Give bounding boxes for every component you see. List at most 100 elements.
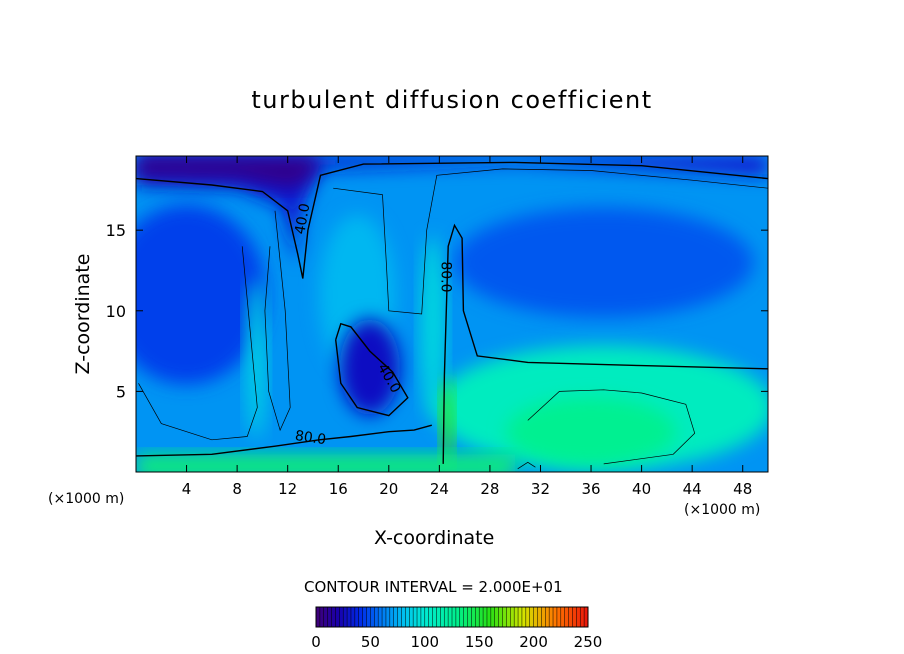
x-tick-label: 20 [379,480,398,498]
colorbar-swatch [521,607,527,627]
colorbar-swatch [389,607,395,627]
lower-right-core [506,397,677,466]
colorbar-swatch [560,607,565,627]
colorbar-swatch [553,607,558,627]
colorbar-swatch [339,607,344,627]
colorbar-frame [315,606,589,628]
colorbar-swatch [424,607,429,627]
colorbar-swatch [374,607,379,627]
colorbar-swatch [529,607,534,627]
colorbar-swatch [584,607,589,627]
colorbar-swatch [370,607,375,627]
contour-80-right [442,223,768,464]
colorbar-swatch [358,607,363,627]
colorbar-swatch [541,607,546,627]
y-tick-label: 15 [106,221,126,240]
colorbar-swatch [486,607,492,627]
contour-40-top [136,161,768,279]
colorbar-swatch [350,607,356,627]
colorbar-swatch [545,607,550,627]
colorbar-swatch [401,607,406,627]
colorbar-swatch [393,607,398,627]
colorbar-swatch [459,607,464,627]
contour-thin-1 [264,210,291,432]
colorbar-swatch [537,607,542,627]
colorbar-swatch [323,607,328,627]
colorbar-swatch [502,607,507,627]
colorbar-tick-label: 100 [410,633,439,651]
x-unit-right: (×1000 m) [684,502,761,518]
right-upper-region [453,207,754,318]
x-tick-label: 40 [632,480,651,498]
colorbar-swatch [420,607,426,627]
colorbar-tick-label: 0 [311,633,321,651]
plot-frame [135,155,769,473]
colorbar-swatch [444,607,449,627]
colorbar-swatch [413,607,418,627]
colorbar-tick-label: 150 [465,633,494,651]
colorbar-swatch [417,607,422,627]
colorbar-swatch [498,607,503,627]
streak-left [246,279,267,440]
colorbar-swatch [397,607,402,627]
colorbar-tick-label: 200 [519,633,548,651]
colorbar-swatch [362,607,367,627]
colorbar-swatch [572,607,577,627]
colorbar-swatch [510,607,515,627]
colorbar-swatch [568,607,573,627]
colorbar-swatch [455,607,461,627]
colorbar-swatch [436,607,441,627]
y-axis-label: Z-coordinate [72,253,94,375]
colorbar-swatch [564,607,569,627]
colorbar-swatch [327,607,332,627]
colorbar-swatch [385,607,391,627]
x-tick-label: 4 [182,480,192,498]
colorbar-swatch [452,607,457,627]
chart-title: turbulent diffusion coefficient [251,86,653,114]
colorbar-swatch [580,607,585,627]
colorbar-tick-label: 250 [574,633,603,651]
x-tick-label: 48 [733,480,752,498]
colorbar-swatch [556,607,562,627]
colorbar-swatch [343,607,348,627]
streak-center [421,236,446,417]
colorbar-swatch [467,607,472,627]
colorbar-tick-label: 50 [361,633,380,651]
x-tick-label: 16 [329,480,348,498]
x-tick-label: 28 [480,480,499,498]
colorbar-swatch [479,607,484,627]
colorbar-swatch [335,607,340,627]
y-tick-label: 10 [106,302,126,321]
colorbar-swatch [448,607,453,627]
colorbar-swatch [378,607,383,627]
x-tick-label: 12 [278,480,297,498]
colorbar-swatch [405,607,410,627]
contour-thin-4 [527,389,696,465]
contour-thin-5 [517,461,536,470]
colorbar-swatch [409,607,414,627]
x-unit-left: (×1000 m) [48,491,125,507]
contour-40-center [335,322,409,417]
colorbar-swatch [549,607,554,627]
colorbar-swatch [331,607,336,627]
x-tick-label: 44 [683,480,702,498]
colorbar-swatch [366,607,371,627]
contour-80-bottom [136,424,432,457]
contour-label-1: 40.0 [292,202,313,235]
colorbar-swatch [514,607,519,627]
surface-layer [136,454,516,472]
colorbar-swatch [440,607,445,627]
top-band-purple [136,156,320,189]
colorbar-swatch [506,607,511,627]
colorbar-swatch [471,607,476,627]
x-tick-label: 24 [430,480,449,498]
colorbar-swatch [463,607,468,627]
x-axis-label: X-coordinate [374,527,495,549]
y-tick-label: 5 [116,382,126,401]
contour-label-4: 80.0 [294,428,327,448]
contour-interval-label: CONTOUR INTERVAL = 2.000E+01 [304,578,563,596]
central-low-region [339,319,400,416]
colorbar-swatch [576,607,581,627]
colorbar-swatch [483,607,488,627]
